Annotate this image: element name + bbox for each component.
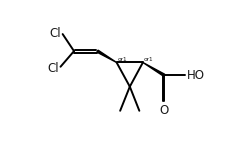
Text: Cl: Cl [48, 62, 59, 75]
Text: O: O [160, 104, 169, 117]
Text: HO: HO [187, 69, 205, 82]
Text: or1: or1 [143, 58, 153, 62]
Text: Cl: Cl [49, 27, 61, 40]
Polygon shape [97, 50, 117, 62]
Polygon shape [143, 62, 165, 76]
Text: or1: or1 [118, 58, 128, 62]
